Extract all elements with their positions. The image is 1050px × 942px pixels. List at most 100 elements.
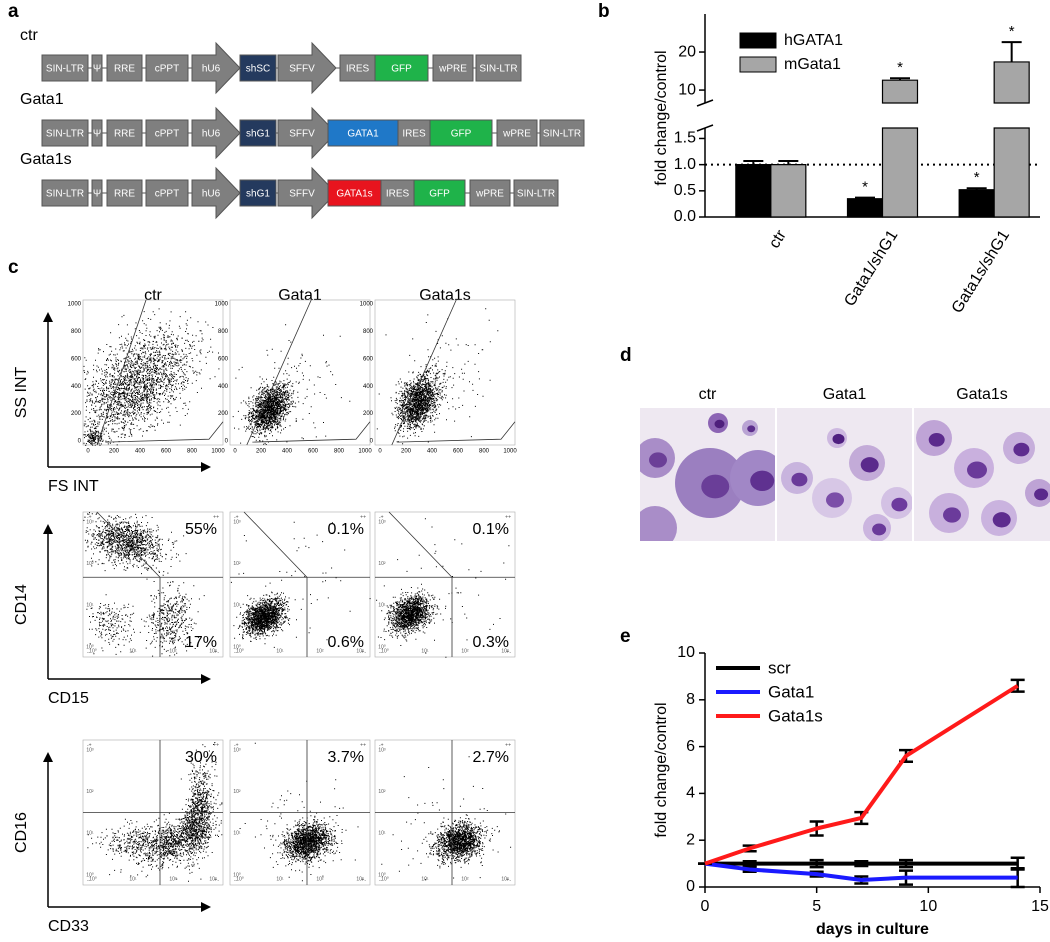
axis-label: CD16 — [13, 812, 30, 853]
vector-element — [413, 179, 466, 207]
micrograph — [640, 408, 775, 541]
x-tick-label: 1000 — [503, 449, 517, 455]
significance: * — [974, 169, 980, 186]
nucleus — [967, 461, 987, 479]
construct-name: Gata1s — [20, 151, 72, 168]
axis-break — [696, 124, 714, 132]
element-label: SIN-LTR — [543, 129, 581, 140]
quadrant-label: ++ — [213, 514, 219, 520]
y-tick-label: 1000 — [360, 302, 374, 308]
bar — [881, 79, 919, 218]
y-tick-label: 200 — [218, 411, 229, 417]
nucleus — [1034, 488, 1049, 501]
y-tick-label: 1.5 — [674, 130, 696, 147]
element-label: hU6 — [202, 189, 221, 200]
plot-frame — [229, 299, 371, 446]
y-tick-label: 10³ — [378, 519, 386, 525]
x-tick-label: 400 — [135, 449, 146, 455]
gate-line — [391, 299, 457, 446]
quadrant-label: ++ — [213, 742, 219, 748]
y-axis-label: fold change/control — [653, 50, 670, 185]
image-title: Gata1 — [823, 386, 867, 403]
y-tick-label: 10⁰ — [233, 872, 241, 878]
element-label: hU6 — [202, 64, 221, 75]
y-tick-label: 20 — [678, 43, 696, 60]
vector-element — [327, 179, 382, 207]
x-tick-label: 10 — [919, 898, 937, 915]
quadrant-label: -- — [87, 877, 91, 883]
element-label: shG1 — [246, 189, 270, 200]
bar — [993, 61, 1030, 218]
quadrant-label: -+ — [87, 742, 92, 748]
axis-label: FS INT — [48, 478, 99, 495]
y-tick-label: 600 — [71, 356, 82, 362]
y-tick-label: 10¹ — [378, 831, 386, 837]
y-tick-label: 10² — [378, 789, 386, 795]
vector-element — [41, 54, 89, 82]
significance: * — [897, 59, 903, 76]
quadrant-label: -+ — [234, 742, 239, 748]
y-tick-label: 10⁰ — [378, 644, 386, 650]
x-tick-label: 10¹ — [421, 648, 429, 654]
quadrant-label: -- — [87, 649, 91, 655]
element-label: hU6 — [202, 129, 221, 140]
error-bar — [855, 196, 875, 199]
y-tick-label: 10⁰ — [86, 644, 94, 650]
x-tick-label: 200 — [109, 449, 120, 455]
quadrant-label: +- — [214, 649, 219, 655]
y-tick-label: 0.0 — [674, 208, 696, 225]
panel-label: e — [620, 626, 631, 647]
cell — [640, 506, 677, 541]
vector-element — [397, 119, 431, 147]
event-dots — [239, 742, 359, 882]
x-tick-label: 10³ — [501, 648, 509, 654]
y-tick-label: 2 — [686, 831, 695, 848]
element-label: SIN-LTR — [46, 129, 84, 140]
vector-element — [496, 119, 538, 147]
event-dots — [83, 512, 205, 657]
arrow-head — [201, 462, 211, 472]
percentage: 2.7% — [473, 749, 509, 766]
quadrant-label: +- — [361, 877, 366, 883]
y-tick-label: 1000 — [68, 302, 82, 308]
x-tick-label: 1000 — [211, 449, 225, 455]
vector-element — [106, 179, 143, 207]
x-tick-label: 800 — [479, 449, 490, 455]
y-tick-label: 10³ — [233, 747, 241, 753]
y-tick-label: 10² — [86, 561, 94, 567]
gate-line — [397, 421, 516, 443]
x-tick-label: 600 — [453, 449, 464, 455]
nucleus — [992, 512, 1011, 528]
x-tick-label: 5 — [812, 898, 821, 915]
element-label: SIN-LTR — [479, 64, 517, 75]
x-tick-label: Gata1s/shG1 — [949, 227, 1013, 316]
gate-line — [388, 511, 453, 657]
y-tick-label: 10¹ — [233, 831, 241, 837]
x-tick-label: 10⁰ — [89, 876, 97, 882]
x-tick-label: 10² — [316, 876, 324, 882]
quadrant-label: -- — [234, 877, 238, 883]
gate-line — [252, 421, 371, 443]
x-tick-label: 10² — [316, 648, 324, 654]
y-tick-label: 10³ — [86, 519, 94, 525]
plot-frame — [374, 299, 516, 446]
axis-label: CD14 — [13, 584, 30, 625]
x-tick-label: 10¹ — [276, 648, 284, 654]
vector-element — [145, 119, 189, 147]
event-dots — [381, 756, 512, 881]
nucleus — [872, 523, 887, 536]
axis-label: CD15 — [48, 690, 89, 707]
element-label: SFFV — [289, 189, 315, 200]
panel-label: d — [620, 345, 632, 366]
y-tick-label: 10² — [233, 789, 241, 795]
y-tick-label: 10² — [86, 789, 94, 795]
element-label: GATA1 — [347, 129, 379, 140]
percentage: 55% — [185, 521, 217, 538]
vector-element — [41, 179, 89, 207]
promoter-arrow — [191, 166, 241, 220]
quadrant-label: +- — [506, 877, 511, 883]
element-label: shSC — [246, 64, 270, 75]
x-tick-label: 10³ — [209, 876, 217, 882]
